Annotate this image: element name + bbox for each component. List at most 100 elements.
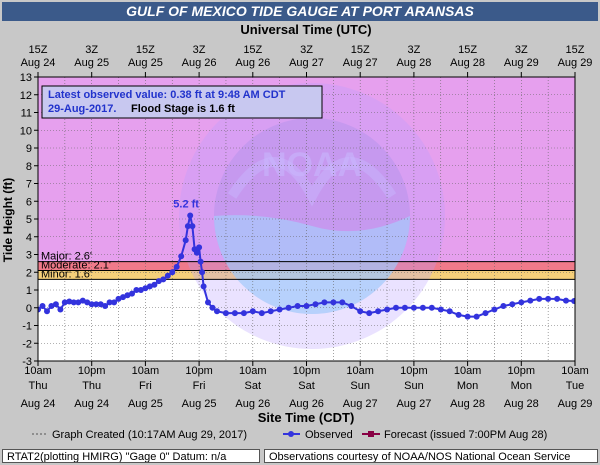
observed-point [401, 304, 408, 311]
latest-value-box-bg [41, 85, 323, 119]
x-tick-top-time: 15Z [243, 44, 262, 56]
x-tick-date: Aug 29 [558, 398, 593, 410]
y-tick-label: -3 [22, 356, 32, 368]
x-tick-top-date: Aug 28 [396, 57, 431, 69]
x-tick-date: Aug 27 [343, 398, 378, 410]
x-tick-day: Sat [245, 380, 262, 392]
latest-value-box: Latest observed value: 0.38 ft at 9:48 A… [41, 85, 323, 119]
observed-point [124, 292, 131, 299]
observed-point [70, 299, 77, 306]
footer-credit: Observations courtesy of NOAA/NOS Nation… [264, 449, 598, 463]
x-tick-day: Sun [404, 380, 424, 392]
observed-point [214, 308, 220, 315]
x-tick-date: Aug 25 [128, 398, 163, 410]
observed-point [88, 301, 95, 308]
x-axis-ticks-bottom: 10am Thu Aug 24 10pm Thu Aug 24 10am Fri Aug 25 1… [21, 361, 593, 410]
x-tick-top-time: 15Z [29, 44, 48, 56]
x-tick-top-time: 15Z [351, 44, 370, 56]
x-tick-date: Aug 28 [450, 398, 485, 410]
observed-point [193, 249, 200, 256]
observed-point [169, 269, 176, 276]
observed-point [554, 295, 561, 302]
observed-point [464, 313, 471, 320]
peak-label: 5.2 ft [173, 198, 199, 210]
x-tick-top-time: 3Z [407, 44, 420, 56]
x-tick-time: 10pm [400, 365, 428, 377]
observed-point [571, 298, 575, 304]
observed-point [563, 297, 569, 304]
observed-point [137, 287, 144, 293]
observed-point [106, 299, 113, 306]
observed-point [518, 299, 525, 306]
x-tick-day: Sat [298, 380, 315, 392]
x-tick-date: Aug 27 [396, 398, 431, 410]
x-tick-time: 10pm [508, 365, 536, 377]
y-tick-label: 2 [26, 267, 32, 279]
observed-point [44, 308, 50, 315]
y-tick-label: 3 [26, 250, 32, 262]
observed-point [115, 295, 122, 302]
observed-point [205, 299, 211, 306]
x-tick-date: Aug 24 [74, 398, 109, 410]
observed-point [84, 299, 91, 306]
observed-point [38, 306, 41, 313]
x-tick-day: Thu [29, 380, 48, 392]
observed-point [222, 310, 229, 317]
observed-point [366, 310, 373, 317]
y-tick-label: 10 [20, 125, 32, 137]
flood-band-labels: Major: 2.6'Moderate: 2.1'Minor: 1.6' [38, 251, 575, 280]
x-tick-top-date: Aug 25 [128, 57, 163, 69]
y-tick-label: -2 [22, 338, 32, 350]
observed-point [500, 303, 507, 309]
x-axis-label: Site Time (CDT) [258, 410, 355, 425]
x-tick-time: 10pm [185, 365, 213, 377]
x-tick-time: 10am [561, 365, 589, 377]
flood-band-label-moderate: Moderate: 2.1' [41, 259, 111, 271]
y-tick-label: 9 [26, 143, 32, 155]
legend-forecast-label: Forecast (issued 7:00PM Aug 28) [384, 429, 547, 441]
observed-point [527, 297, 534, 304]
flood-band-label-major: Major: 2.6' [41, 251, 92, 263]
observed-point [437, 306, 444, 313]
observed-point [321, 299, 328, 306]
x-tick-time: 10am [24, 365, 52, 377]
observed-point [285, 304, 292, 311]
observed-point [151, 281, 158, 288]
flood-band-label-minor: Minor: 1.6' [41, 268, 92, 280]
x-tick-time: 10pm [293, 365, 321, 377]
flood-stage-text: Flood Stage is 1.6 ft [131, 103, 235, 115]
y-tick-label: 4 [26, 232, 32, 244]
observed-point [178, 253, 185, 260]
y-tick-label: -1 [22, 321, 32, 333]
y-tick-label: 11 [21, 108, 32, 120]
observed-series [38, 212, 575, 320]
observed-point [61, 299, 68, 306]
top-axis-label: Universal Time (UTC) [240, 22, 371, 37]
observed-point [240, 310, 247, 317]
observed-point [267, 308, 274, 315]
x-tick-top-date: Aug 29 [504, 57, 539, 69]
x-tick-top-date: Aug 27 [343, 57, 378, 69]
x-tick-top-time: 15Z [136, 44, 155, 56]
observed-point [384, 306, 391, 313]
observed-point [39, 303, 46, 309]
observed-point [231, 310, 238, 317]
observed-point [357, 308, 364, 315]
observed-point [66, 298, 73, 305]
x-tick-date: Aug 28 [504, 398, 539, 410]
observed-point [52, 301, 59, 308]
y-tick-label: 1 [26, 285, 32, 297]
x-tick-time: 10am [239, 365, 267, 377]
observed-point [545, 295, 552, 302]
x-tick-top-date: Aug 26 [235, 57, 270, 69]
observed-point [93, 301, 100, 308]
observed-point [120, 294, 126, 301]
observed-point [249, 308, 256, 315]
x-tick-top-date: Aug 27 [289, 57, 324, 69]
x-tick-time: 10am [346, 365, 374, 377]
observed-point [536, 295, 543, 302]
legend-forecast-marker [368, 431, 374, 437]
observed-point [258, 310, 265, 317]
